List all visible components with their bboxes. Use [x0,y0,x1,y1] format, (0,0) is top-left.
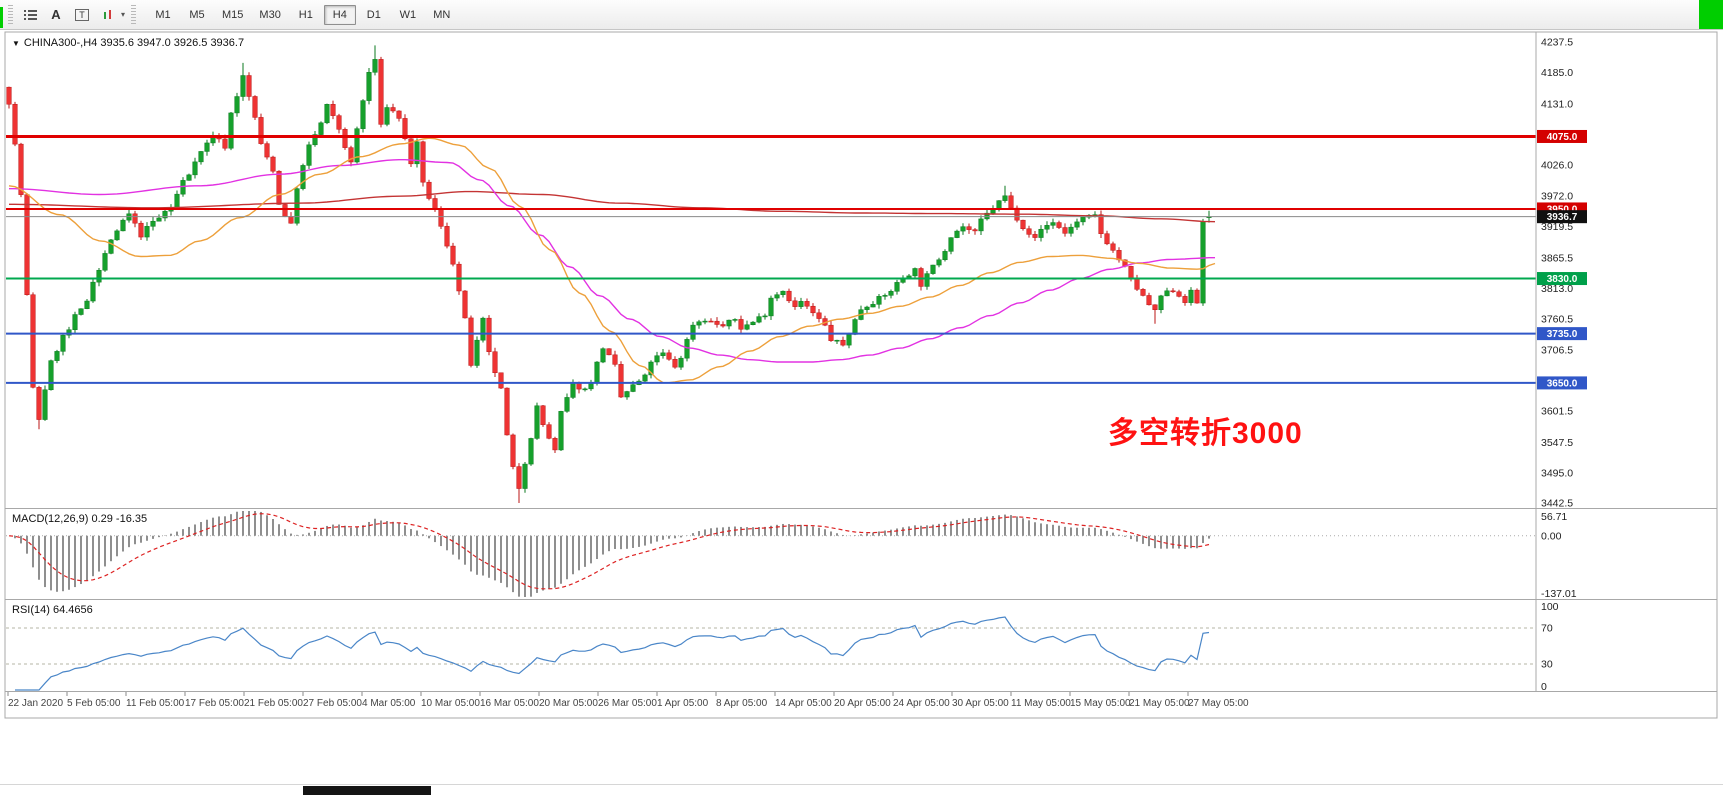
chart-list-icon[interactable] [18,3,42,27]
svg-text:10 Mar 05:00: 10 Mar 05:00 [421,698,480,709]
rsi-indicator-label: RSI(14) 64.4656 [12,604,93,616]
date-axis[interactable]: 22 Jan 2020 5 Feb 05:00 11 Feb 05:00 17 Feb… [7,692,1249,709]
main-toolbar: A T ▾ M1 M5 M15 M30 H1 H4 D1 W1 MN [0,0,1723,30]
timeframe-button-W1[interactable]: W1 [399,8,417,21]
svg-text:56.71: 56.71 [1541,511,1567,523]
chart-window: 4237.5 4185.0 4131.0 4026.0 3972.0 3919.5 3865… [0,30,1723,795]
svg-text:20 Apr 05:00: 20 Apr 05:00 [834,698,891,709]
horizontal-levels-layer[interactable] [6,134,1536,384]
svg-text:3495.0: 3495.0 [1541,467,1573,479]
svg-text:11 Feb 05:00: 11 Feb 05:00 [126,698,185,709]
svg-text:3547.5: 3547.5 [1541,437,1573,449]
svg-text:15 May 05:00: 15 May 05:00 [1070,698,1131,709]
svg-text:1 Apr 05:00: 1 Apr 05:00 [657,698,709,709]
timeframe-group: M1 M5 M15 M30 H1 H4 D1 W1 MN [146,4,459,25]
price-chart-canvas[interactable]: 4237.5 4185.0 4131.0 4026.0 3972.0 3919.5 3865… [0,30,1723,795]
svg-text:3706.5: 3706.5 [1541,345,1573,357]
toolbar-grip[interactable] [8,4,13,25]
timeframe-button-M1[interactable]: M1 [155,8,171,21]
timeframe-button-H1[interactable]: H1 [298,8,313,21]
svg-text:-137.01: -137.01 [1541,588,1577,600]
candles-layer [6,45,1212,503]
svg-text:27 May 05:00: 27 May 05:00 [1188,698,1249,709]
window-accent-right [1699,0,1723,29]
chevron-down-icon[interactable]: ▾ [121,10,126,19]
svg-text:3735.0: 3735.0 [1547,329,1578,340]
svg-text:3936.7: 3936.7 [1547,212,1578,223]
svg-text:3950.0: 3950.0 [1547,204,1578,215]
svg-text:5 Feb 05:00: 5 Feb 05:00 [67,698,121,709]
svg-text:3830.0: 3830.0 [1547,274,1578,285]
rsi-panel[interactable] [6,616,1536,691]
svg-text:30 Apr 05:00: 30 Apr 05:00 [952,698,1009,709]
svg-text:11 May 05:00: 11 May 05:00 [1011,698,1071,709]
svg-text:3972.0: 3972.0 [1541,191,1573,203]
panel-borders [4,31,1718,719]
svg-text:0: 0 [1541,681,1547,693]
svg-text:24 Apr 05:00: 24 Apr 05:00 [893,698,950,709]
svg-text:4131.0: 4131.0 [1541,99,1573,111]
chart-annotation[interactable]: 多空转折3000 [1108,417,1303,450]
svg-text:21 Feb 05:00: 21 Feb 05:00 [244,698,303,709]
timeframe-button-M5[interactable]: M5 [189,8,205,21]
template-tool-icon[interactable]: T [70,3,94,27]
symbol-ohlc-label: CHINA300-,H4 3935.6 3947.0 3926.5 3936.7 [23,37,245,49]
svg-text:4 Mar 05:00: 4 Mar 05:00 [362,698,416,709]
ma-slow-red [9,190,1216,223]
svg-text:20 Mar 05:00: 20 Mar 05:00 [539,698,598,709]
timeframe-button-MN[interactable]: MN [433,8,451,21]
svg-text:4237.5: 4237.5 [1541,37,1573,49]
text-tool-icon[interactable]: A [51,7,61,22]
svg-text:4075.0: 4075.0 [1547,132,1578,143]
bottom-strip [0,784,1723,795]
toolbar-grip[interactable] [131,4,137,25]
svg-text:0.00: 0.00 [1541,530,1562,542]
timeframe-button-D1[interactable]: D1 [366,8,381,21]
price-axis[interactable]: 4237.5 4185.0 4131.0 4026.0 3972.0 3919.5 3865… [1537,37,1587,693]
moving-averages-layer [8,137,1216,384]
svg-text:3760.5: 3760.5 [1541,313,1573,325]
svg-text:3813.0: 3813.0 [1541,283,1573,295]
timeframe-button-M30[interactable]: M30 [259,8,281,21]
svg-text:21 May 05:00: 21 May 05:00 [1129,698,1190,709]
svg-text:27 Feb 05:00: 27 Feb 05:00 [303,698,362,709]
svg-text:3442.5: 3442.5 [1541,498,1573,510]
svg-text:30: 30 [1541,659,1553,671]
svg-text:14 Apr 05:00: 14 Apr 05:00 [775,698,832,709]
collapse-triangle-icon[interactable]: ▼ [12,39,20,48]
macd-indicator-label: MACD(12,26,9) 0.29 -16.35 [12,513,148,525]
svg-text:22 Jan 2020: 22 Jan 2020 [8,698,63,709]
bottom-bar-fragment [303,786,431,795]
timeframe-button-M15[interactable]: M15 [222,8,244,21]
svg-text:4185.0: 4185.0 [1541,67,1573,79]
svg-text:8 Apr 05:00: 8 Apr 05:00 [716,698,768,709]
svg-text:16 Mar 05:00: 16 Mar 05:00 [480,698,539,709]
svg-text:4026.0: 4026.0 [1541,159,1573,171]
ma-fast-orange [8,137,1216,384]
svg-text:3650.0: 3650.0 [1547,378,1578,389]
ma-medium-magenta [9,159,1215,363]
svg-text:70: 70 [1541,623,1553,635]
svg-text:26 Mar 05:00: 26 Mar 05:00 [598,698,657,709]
macd-panel[interactable] [6,511,1536,597]
svg-text:100: 100 [1541,601,1559,613]
svg-text:3919.5: 3919.5 [1541,221,1573,233]
window-accent-left [0,7,3,28]
svg-text:3865.5: 3865.5 [1541,252,1573,264]
chart-title: ▼ CHINA300-,H4 3935.6 3947.0 3926.5 3936.… [12,37,244,49]
timeframe-button-H4[interactable]: H4 [323,4,356,25]
indicators-tool-icon[interactable] [96,3,120,27]
svg-text:17 Feb 05:00: 17 Feb 05:00 [185,698,244,709]
svg-text:3601.5: 3601.5 [1541,406,1573,418]
